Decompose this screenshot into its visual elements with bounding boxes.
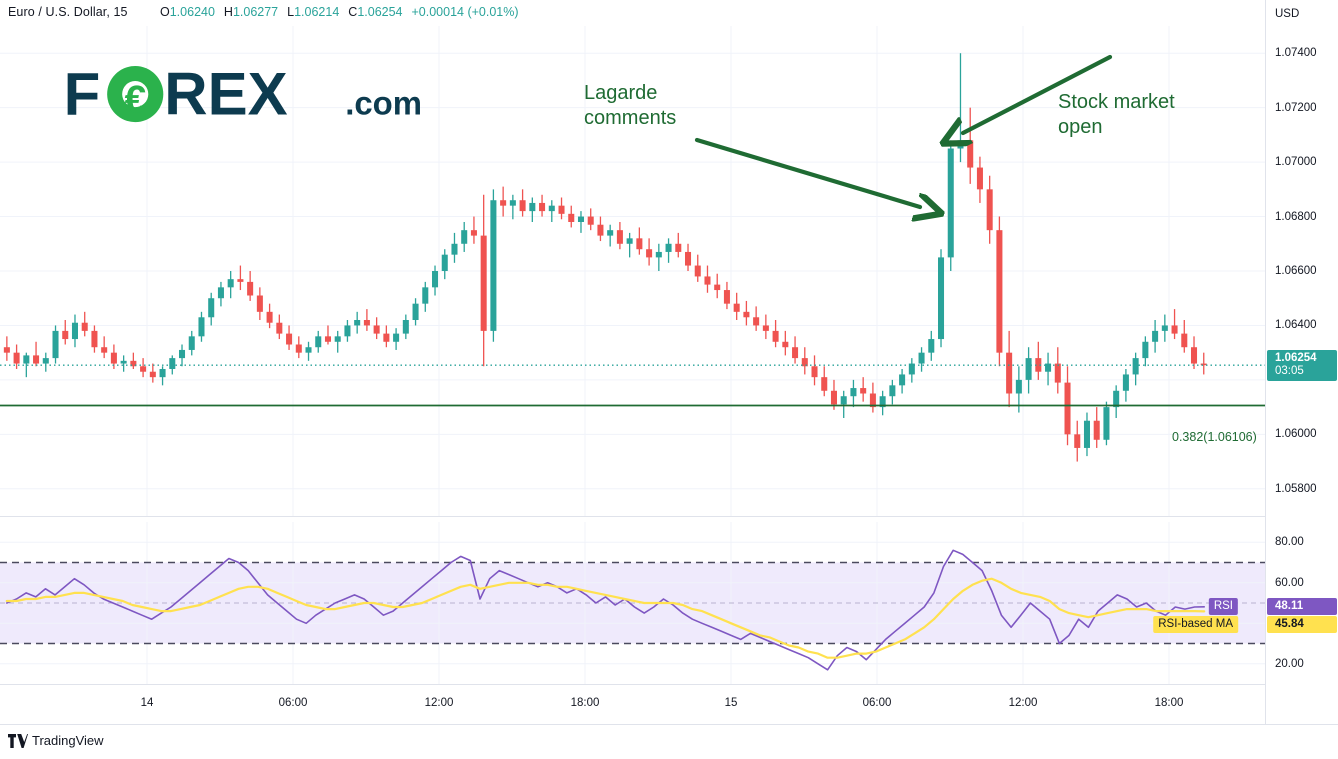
time-tick: 06:00 bbox=[862, 697, 892, 709]
ohlc-legend: O1.06240 H1.06277 L1.06214 C1.06254 +0.00014… bbox=[160, 5, 519, 19]
price-chart-pane[interactable] bbox=[0, 26, 1265, 516]
price-tick: 1.06600 bbox=[1275, 265, 1317, 277]
ohlc-close: C1.06254 bbox=[348, 5, 403, 19]
ohlc-high: H1.06277 bbox=[223, 5, 279, 19]
rsi-indicator-pane[interactable] bbox=[0, 522, 1265, 684]
lagarde-arrow bbox=[694, 137, 920, 207]
price-tick: 1.05800 bbox=[1275, 482, 1317, 495]
logo-euro-glyph: € bbox=[125, 78, 147, 121]
price-tick: 1.06800 bbox=[1275, 210, 1317, 223]
current-price-badge[interactable]: 1.06254 03:05 bbox=[1267, 350, 1337, 382]
rsi-ma-legend-tag[interactable]: RSI-based MA bbox=[1153, 615, 1238, 633]
rsi-tick: 80.00 bbox=[1275, 536, 1304, 549]
scale-divider bbox=[1265, 0, 1266, 724]
rsi-value-badge[interactable]: 48.11 bbox=[1267, 597, 1337, 615]
price-tick: 1.06000 bbox=[1275, 428, 1317, 441]
annotation-lagarde: Lagarde comments bbox=[584, 82, 677, 129]
time-tick: 18:00 bbox=[570, 697, 600, 709]
price-scale[interactable]: USD 1.07400 1.07200 1.07000 1.06800 1.06600 1… bbox=[1266, 0, 1338, 724]
logo-text-com: .com bbox=[345, 84, 422, 121]
time-tick: 12:00 bbox=[424, 697, 454, 709]
price-tick: 1.07000 bbox=[1275, 156, 1317, 169]
forex-logo: F € REX .com bbox=[64, 66, 422, 126]
time-tick: 15 bbox=[724, 697, 738, 709]
time-tick: 14 bbox=[140, 697, 154, 709]
stock-open-arrow bbox=[963, 54, 1113, 133]
current-price-value: 1.06254 bbox=[1275, 352, 1317, 365]
price-tick: 1.07400 bbox=[1275, 47, 1317, 60]
time-axis[interactable]: 14 06:00 12:00 18:00 15 06:00 12:00 18:00 bbox=[0, 684, 1265, 725]
pane-divider bbox=[0, 516, 1265, 517]
currency-unit-label: USD bbox=[1275, 8, 1300, 20]
annotation-stock-open: Stock market open bbox=[1058, 91, 1175, 138]
rsi-legend-tag[interactable]: RSI bbox=[1208, 597, 1238, 615]
price-tick: 1.07200 bbox=[1275, 101, 1317, 114]
chart-header: Euro / U.S. Dollar, 15 O1.06240 H1.06277 L… bbox=[0, 0, 1338, 26]
logo-o-inner bbox=[122, 81, 149, 108]
time-tick: 06:00 bbox=[278, 697, 308, 709]
symbol-title[interactable]: Euro / U.S. Dollar, 15 bbox=[8, 5, 128, 19]
tradingview-logo-icon bbox=[8, 734, 28, 748]
ohlc-open: O1.06240 bbox=[160, 5, 215, 19]
logo-text-rex: REX bbox=[164, 66, 287, 126]
footer: TradingView bbox=[0, 724, 1338, 759]
current-bar-countdown: 03:05 bbox=[1275, 365, 1304, 378]
ohlc-low: L1.06214 bbox=[287, 5, 340, 19]
time-tick: 12:00 bbox=[1008, 697, 1038, 709]
rsi-tick: 20.00 bbox=[1275, 657, 1304, 670]
tradingview-brand-label: TradingView bbox=[32, 733, 104, 748]
fib-level-label: 0.382(1.06106) bbox=[1172, 430, 1257, 444]
rsi-ma-value-badge[interactable]: 45.84 bbox=[1267, 615, 1337, 633]
ohlc-change: +0.00014 (+0.01%) bbox=[411, 5, 519, 19]
time-tick: 18:00 bbox=[1154, 697, 1184, 709]
rsi-tick: 60.00 bbox=[1275, 576, 1304, 589]
logo-text-f: F bbox=[64, 66, 101, 126]
price-tick: 1.06400 bbox=[1275, 319, 1317, 332]
